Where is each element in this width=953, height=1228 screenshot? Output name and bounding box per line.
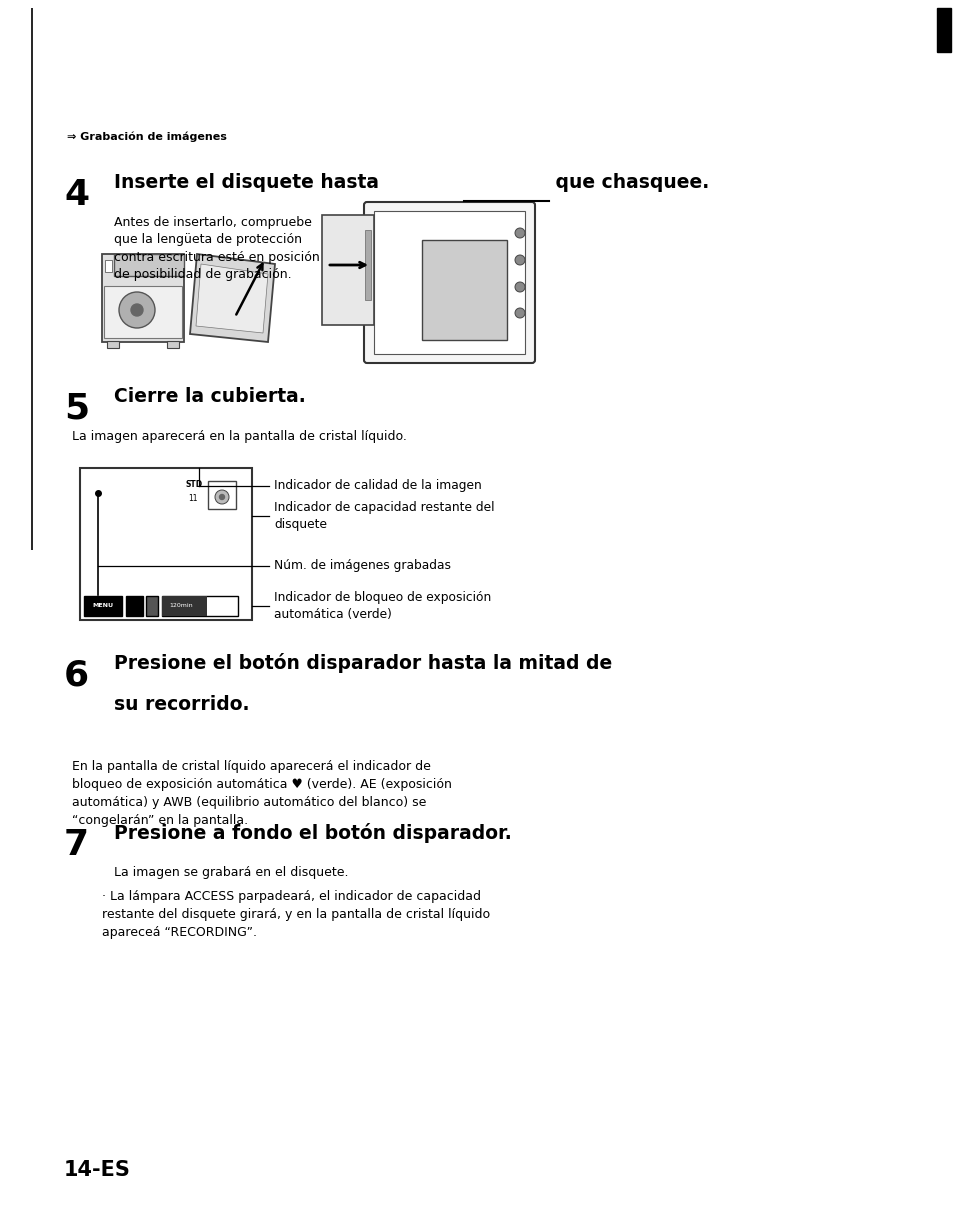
- Circle shape: [131, 305, 143, 316]
- Text: 14-ES: 14-ES: [64, 1160, 131, 1180]
- Bar: [322, 215, 374, 325]
- Bar: [167, 341, 179, 348]
- Bar: [365, 230, 371, 300]
- FancyBboxPatch shape: [364, 201, 535, 363]
- Bar: [146, 596, 158, 616]
- Bar: [162, 596, 207, 616]
- Text: Indicador de calidad de la imagen: Indicador de calidad de la imagen: [274, 479, 481, 492]
- Polygon shape: [195, 264, 268, 333]
- Bar: [421, 239, 506, 340]
- Text: que chasquee.: que chasquee.: [548, 173, 708, 192]
- Circle shape: [515, 282, 524, 292]
- Circle shape: [515, 255, 524, 265]
- Text: Antes de insertarlo, compruebe
que la lengüeta de protección
contra escritura es: Antes de insertarlo, compruebe que la le…: [113, 216, 319, 281]
- Text: 4: 4: [64, 178, 89, 212]
- Text: su recorrido.: su recorrido.: [113, 695, 250, 713]
- Text: La imagen aparecerá en la pantalla de cristal líquido.: La imagen aparecerá en la pantalla de cr…: [71, 430, 406, 443]
- Text: Indicador de capacidad restante del
disquete: Indicador de capacidad restante del disq…: [274, 501, 494, 530]
- Text: La imagen se grabará en el disquete.: La imagen se grabará en el disquete.: [113, 866, 348, 879]
- Bar: [107, 341, 119, 348]
- Text: · La lámpara ACCESS parpadeará, el indicador de capacidad
restante del disquete : · La lámpara ACCESS parpadeará, el indic…: [102, 890, 490, 939]
- Text: Indicador de bloqueo de exposición
automática (verde): Indicador de bloqueo de exposición autom…: [274, 591, 491, 621]
- Circle shape: [219, 495, 224, 500]
- Bar: [208, 481, 235, 508]
- Circle shape: [119, 292, 154, 328]
- Text: 6: 6: [64, 658, 89, 693]
- Bar: [162, 596, 237, 616]
- Bar: [105, 260, 112, 271]
- Bar: [80, 468, 252, 620]
- Bar: [936, 9, 950, 52]
- Text: Presione el botón disparador hasta la mitad de: Presione el botón disparador hasta la mi…: [113, 653, 612, 673]
- Bar: [102, 254, 184, 343]
- Text: ⇒ Grabación de imágenes: ⇒ Grabación de imágenes: [67, 131, 227, 142]
- Text: Presione a fondo el botón disparador.: Presione a fondo el botón disparador.: [113, 823, 511, 842]
- Bar: [104, 286, 182, 338]
- Text: 5: 5: [64, 392, 89, 426]
- Circle shape: [515, 228, 524, 238]
- Circle shape: [515, 308, 524, 318]
- FancyBboxPatch shape: [374, 211, 524, 354]
- Text: Inserte el disquete hasta: Inserte el disquete hasta: [113, 173, 378, 192]
- Text: MENU: MENU: [92, 603, 113, 609]
- Text: 120min: 120min: [169, 603, 193, 609]
- Text: 11: 11: [188, 494, 197, 503]
- Circle shape: [214, 490, 229, 503]
- Bar: [126, 596, 143, 616]
- Text: En la pantalla de cristal líquido aparecerá el indicador de
bloqueo de exposició: En la pantalla de cristal líquido aparec…: [71, 760, 452, 826]
- Bar: [84, 596, 122, 616]
- Bar: [113, 254, 184, 276]
- Text: 7: 7: [64, 828, 89, 862]
- Text: STD: STD: [185, 480, 202, 489]
- Text: Cierre la cubierta.: Cierre la cubierta.: [113, 387, 305, 406]
- Polygon shape: [190, 254, 274, 343]
- Text: Núm. de imágenes grabadas: Núm. de imágenes grabadas: [274, 560, 451, 572]
